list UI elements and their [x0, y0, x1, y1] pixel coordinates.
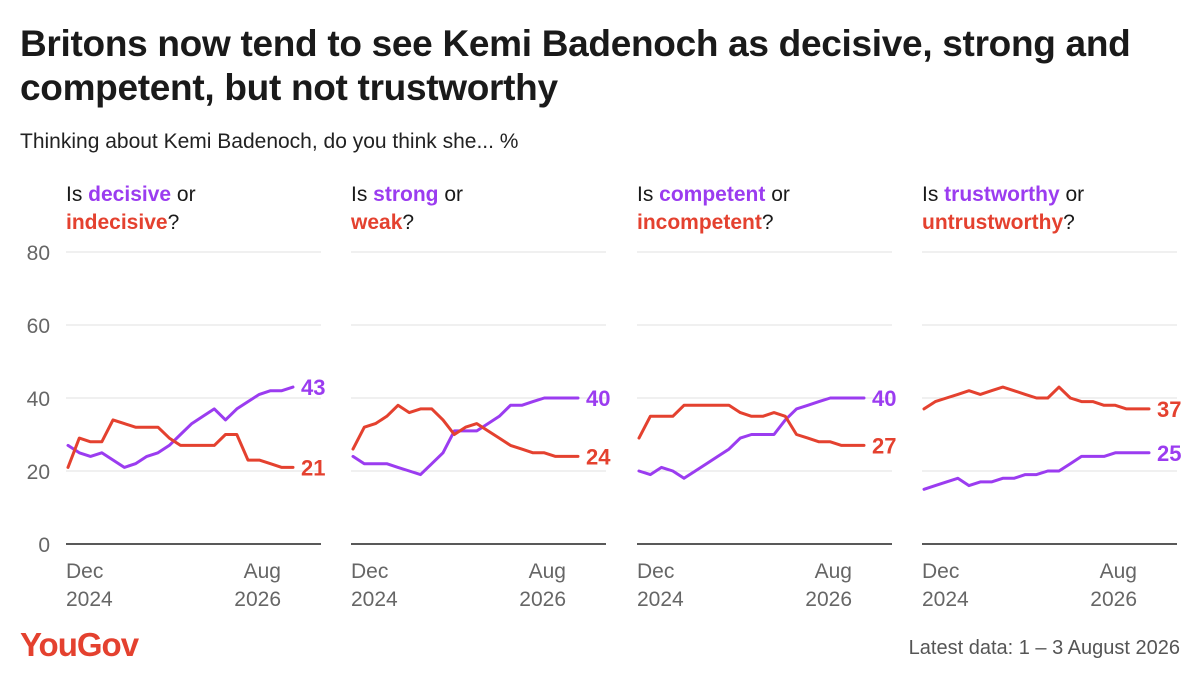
x-tick-label: 2026 — [234, 588, 281, 611]
x-tick-label: Aug — [244, 560, 281, 583]
end-value-label-trustworthy: 25 — [1157, 441, 1181, 466]
series-line-trustworthy — [922, 451, 1151, 491]
panel-question-line2: untrustworthy? — [922, 211, 1075, 234]
y-tick-label: 20 — [27, 461, 50, 484]
panel-question-line2: incompetent? — [637, 211, 774, 234]
panel-question-line1: Is decisive or — [66, 183, 196, 206]
panel-question-line1: Is strong or — [351, 183, 463, 206]
end-value-label-strong: 40 — [586, 386, 610, 411]
x-tick-label: Dec — [637, 560, 674, 583]
end-value-label-weak: 24 — [586, 444, 611, 469]
x-tick-label: 2024 — [637, 588, 684, 611]
series-line-decisive — [66, 385, 295, 469]
end-value-label-incompetent: 27 — [872, 433, 896, 458]
x-tick-label: 2026 — [519, 588, 566, 611]
x-tick-label: Aug — [529, 560, 566, 583]
x-tick-label: 2026 — [1090, 588, 1137, 611]
yougov-logo: YouGov — [20, 626, 139, 663]
positive-trait-label: strong — [373, 183, 438, 206]
negative-trait-label: weak — [350, 211, 403, 234]
series-line-weak — [351, 403, 580, 458]
negative-trait-label: incompetent — [637, 211, 762, 234]
x-tick-label: 2024 — [922, 588, 969, 611]
series-line-strong — [351, 396, 580, 477]
end-value-label-competent: 40 — [872, 386, 896, 411]
x-tick-label: Dec — [351, 560, 388, 583]
y-tick-label: 40 — [27, 388, 50, 411]
latest-data-note: Latest data: 1 – 3 August 2026 — [908, 637, 1180, 659]
chart-subtitle: Thinking about Kemi Badenoch, do you thi… — [20, 130, 519, 153]
y-tick-label: 80 — [27, 242, 50, 265]
x-tick-label: 2026 — [805, 588, 852, 611]
x-tick-label: Aug — [815, 560, 852, 583]
series-line-incompetent — [637, 403, 866, 447]
end-value-label-indecisive: 21 — [301, 455, 325, 480]
negative-trait-label: indecisive — [66, 211, 168, 234]
y-tick-label: 0 — [38, 534, 50, 557]
x-tick-label: Dec — [66, 560, 103, 583]
end-value-label-untrustworthy: 37 — [1157, 397, 1181, 422]
x-tick-label: 2024 — [66, 588, 113, 611]
x-tick-label: Dec — [922, 560, 959, 583]
series-line-competent — [637, 396, 866, 480]
positive-trait-label: trustworthy — [944, 183, 1060, 206]
series-line-indecisive — [66, 418, 295, 469]
panel-question-line2: weak? — [350, 211, 414, 234]
chart-title: Britons now tend to see Kemi Badenoch as… — [20, 23, 1131, 108]
positive-trait-label: decisive — [88, 183, 171, 206]
negative-trait-label: untrustworthy — [922, 211, 1063, 234]
panel-question-line1: Is competent or — [637, 183, 790, 206]
y-tick-label: 60 — [27, 315, 50, 338]
positive-trait-label: competent — [659, 183, 765, 206]
panel-question-line2: indecisive? — [66, 211, 179, 234]
x-tick-label: 2024 — [351, 588, 398, 611]
panel-question-line1: Is trustworthy or — [922, 183, 1084, 206]
x-tick-label: Aug — [1100, 560, 1137, 583]
end-value-label-decisive: 43 — [301, 375, 325, 400]
series-line-untrustworthy — [922, 385, 1151, 411]
